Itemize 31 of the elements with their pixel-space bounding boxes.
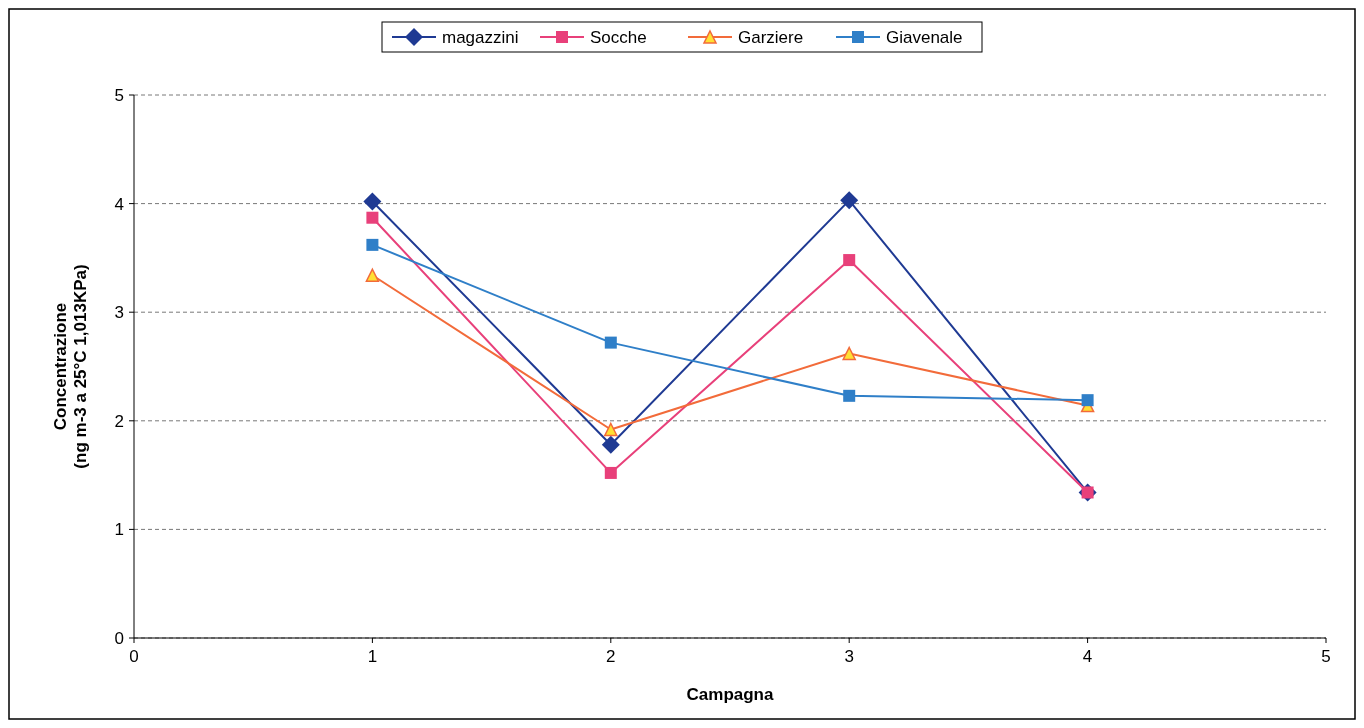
y-tick-label: 3 — [114, 303, 124, 323]
point — [1081, 394, 1094, 407]
point — [604, 422, 618, 437]
y-tick-label: 0 — [114, 628, 124, 648]
point — [843, 389, 856, 402]
y-tick-label: 4 — [114, 194, 124, 214]
legend-label: Socche — [590, 27, 647, 47]
x-tick-label: 3 — [844, 647, 854, 666]
point — [366, 238, 379, 251]
point — [363, 192, 382, 211]
point — [601, 435, 620, 454]
legend-label: magazzini — [442, 27, 519, 47]
x-tick-label: 1 — [367, 647, 378, 666]
legend-label: Giavenale — [886, 27, 963, 47]
x-axis-title: Campagna — [686, 685, 774, 704]
y-tick-label: 5 — [114, 85, 124, 105]
point — [366, 211, 379, 224]
x-tick-label: 0 — [129, 647, 139, 666]
y-tick-label: 2 — [114, 411, 124, 431]
point — [604, 466, 617, 479]
point — [843, 254, 856, 267]
point — [840, 191, 859, 210]
y-axis-title: Concentrazione (ng m-3 a 25°C 1,013KPa) — [51, 264, 90, 469]
x-tick-label: 4 — [1082, 647, 1093, 666]
legend-label: Garziere — [738, 27, 804, 47]
point — [842, 346, 856, 361]
point — [604, 336, 617, 349]
x-tick-label: 2 — [606, 647, 616, 666]
point — [365, 268, 380, 283]
y-tick-label: 1 — [114, 520, 124, 540]
x-tick-label: 5 — [1321, 647, 1331, 666]
